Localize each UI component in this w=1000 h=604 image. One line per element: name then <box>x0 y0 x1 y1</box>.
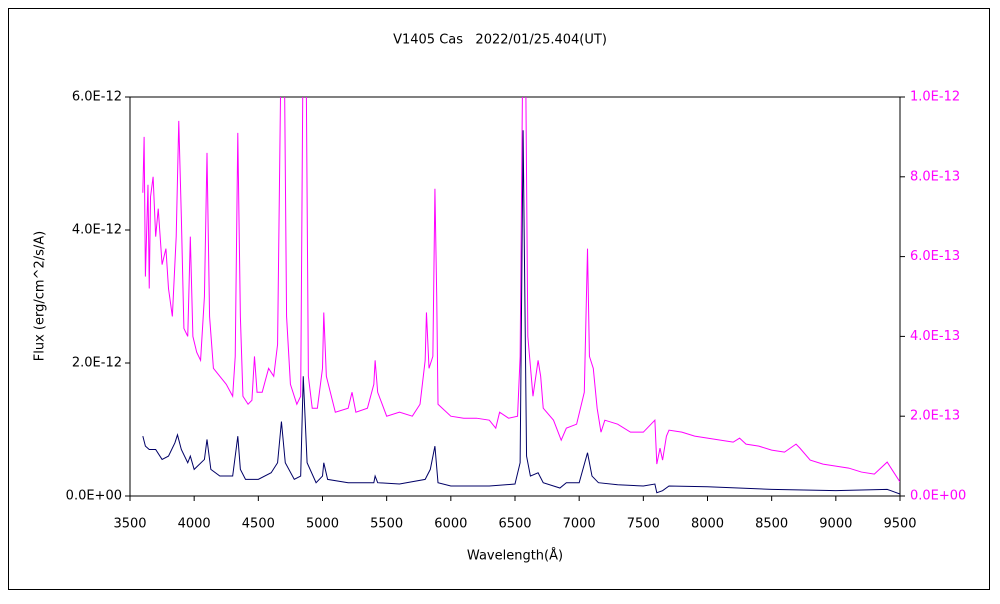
x-tick-label: 5000 <box>306 517 339 532</box>
x-tick-label: 8500 <box>755 517 788 532</box>
x-tick-label: 6500 <box>498 517 531 532</box>
x-axis-label: Wavelength(Å) <box>467 548 563 564</box>
y-tick-label: 0.0E+00 <box>66 489 122 504</box>
spectrum-line <box>142 97 900 483</box>
plot-area <box>142 97 900 495</box>
x-tick-label: 3500 <box>113 517 146 532</box>
y2-tick-label: 0.0E+00 <box>910 489 966 504</box>
x-tick-label: 4500 <box>242 517 275 532</box>
y-tick-label: 4.0E-12 <box>72 223 122 238</box>
x-tick-label: 8000 <box>691 517 724 532</box>
x-tick-label: 5500 <box>370 517 403 532</box>
chart-frame <box>8 8 990 590</box>
y2-tick-label: 8.0E-13 <box>910 169 960 184</box>
x-tick-label: 9000 <box>819 517 852 532</box>
x-tick-label: 7500 <box>627 517 660 532</box>
spectrum-line <box>142 130 900 495</box>
x-tick-label: 6000 <box>434 517 467 532</box>
y2-tick-label: 6.0E-13 <box>910 249 960 264</box>
y-tick-label: 6.0E-12 <box>72 90 122 105</box>
chart-title: V1405 Cas 2022/01/25.404(UT) <box>393 33 607 48</box>
x-tick-label: 7000 <box>563 517 596 532</box>
y-axis-label: Flux (erg/cm^2/s/A) <box>33 231 48 361</box>
x-tick-label: 4000 <box>178 517 211 532</box>
y2-tick-label: 4.0E-13 <box>910 329 960 344</box>
y2-tick-label: 1.0E-12 <box>910 90 960 105</box>
x-tick-label: 9500 <box>883 517 916 532</box>
y2-tick-label: 2.0E-13 <box>910 409 960 424</box>
y-tick-label: 2.0E-12 <box>72 356 122 371</box>
